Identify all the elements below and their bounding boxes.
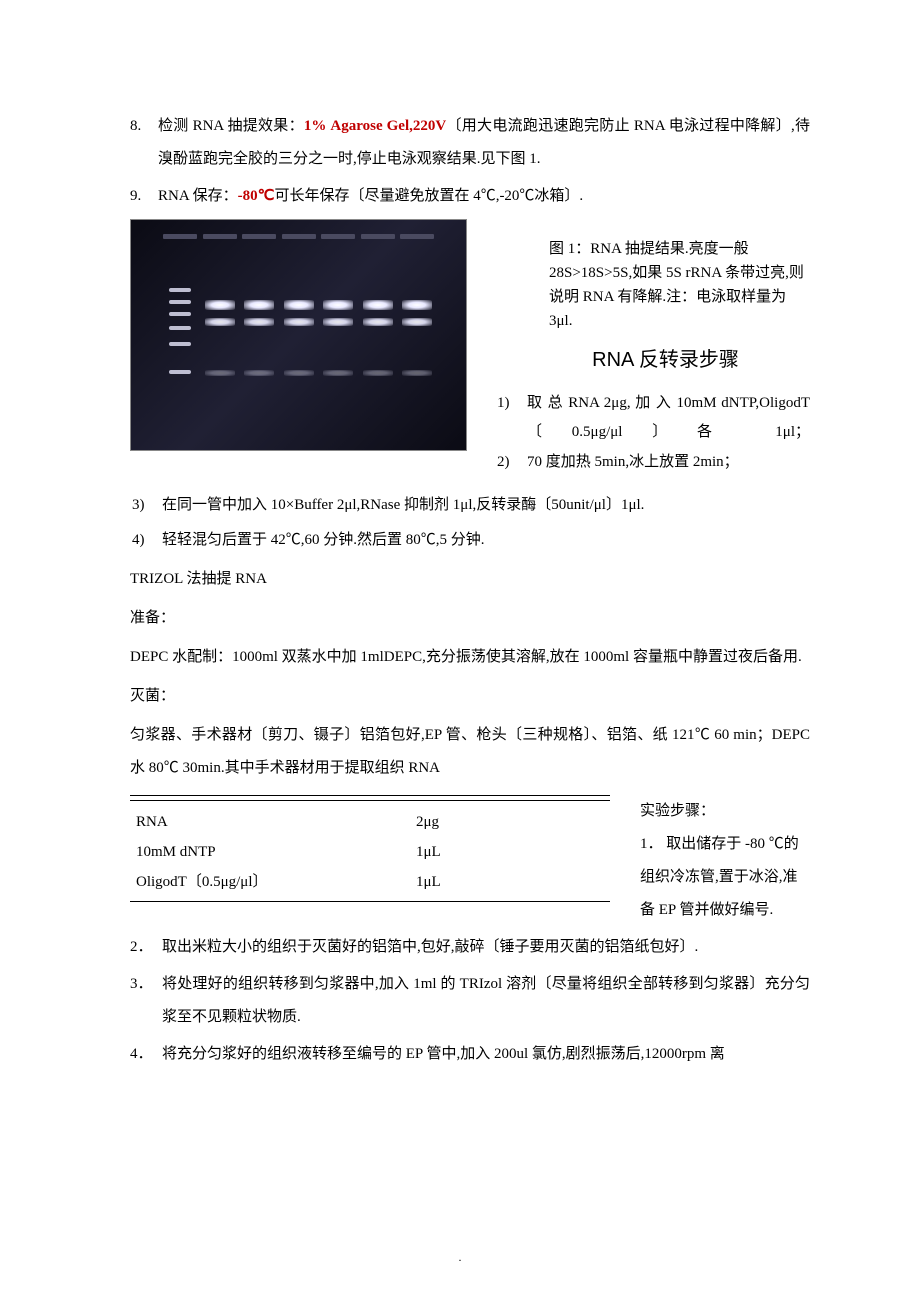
trizol-title: TRIZOL 法抽提 RNA	[130, 563, 810, 596]
item-body: RNA 保存：-80℃可长年保存〔尽量避免放置在 4℃,-20℃冰箱〕.	[158, 180, 810, 213]
list-item-9: 9. RNA 保存：-80℃可长年保存〔尽量避免放置在 4℃,-20℃冰箱〕.	[130, 180, 810, 213]
step-number: 1)	[497, 389, 527, 446]
gel-wells	[163, 234, 434, 239]
highlight-text: -80℃	[238, 188, 275, 204]
gel-figure	[130, 219, 467, 451]
cell: 1μL	[416, 867, 610, 897]
cell: RNA	[130, 807, 416, 837]
step-text: 将处理好的组织转移到匀浆器中,加入 1ml 的 TRIzol 溶剂〔尽量将组织全…	[162, 968, 810, 1034]
gel-lanes	[163, 270, 434, 400]
step-number: 4．	[130, 1038, 162, 1071]
step-number: 4)	[132, 524, 162, 557]
cell: OligodT〔0.5μg/μl〕	[130, 867, 416, 897]
list-item-8: 8. 检测 RNA 抽提效果：1% Agarose Gel,220V〔用大电流跑…	[130, 110, 810, 176]
rt-step: 1) 取 总 RNA 2μg, 加 入 10mM dNTP,OligodT〔0.…	[497, 389, 810, 446]
step-text: 70 度加热 5min,冰上放置 2min；	[527, 448, 810, 477]
item-body: 检测 RNA 抽提效果：1% Agarose Gel,220V〔用大电流跑迅速跑…	[158, 110, 810, 176]
highlight-text: 1% Agarose Gel,220V	[304, 118, 446, 134]
table-row: RNA 2μg	[130, 807, 610, 837]
cell: 1μL	[416, 837, 610, 867]
step-text: 将充分匀浆好的组织液转移至编号的 EP 管中,加入 200ul 氯仿,剧烈振荡后…	[162, 1038, 810, 1071]
table-row: 10mM dNTP 1μL	[130, 837, 610, 867]
section-title-rt: RNA 反转录步骤	[521, 341, 810, 379]
document-page: 8. 检测 RNA 抽提效果：1% Agarose Gel,220V〔用大电流跑…	[0, 0, 920, 1302]
table-row: OligodT〔0.5μg/μl〕 1μL	[130, 867, 610, 897]
step-number: 3．	[130, 968, 162, 1034]
caption-line: 图 1：RNA 抽提结果.亮度一般	[549, 241, 749, 257]
step-number: 3)	[132, 489, 162, 522]
exp-step: 3． 将处理好的组织转移到匀浆器中,加入 1ml 的 TRIzol 溶剂〔尽量将…	[130, 968, 810, 1034]
step-text: 取 总 RNA 2μg, 加 入 10mM dNTP,OligodT〔0.5μg…	[527, 389, 810, 446]
rt-step: 2) 70 度加热 5min,冰上放置 2min；	[497, 448, 810, 477]
ladder-lane	[163, 270, 197, 400]
step-text: 取出储存于 -80 ℃的组织冷冻管,置于冰浴,准备 EP 管并做好编号.	[640, 836, 799, 918]
table-wrap-block: RNA 2μg 10mM dNTP 1μL OligodT〔0.5μg/μl〕 …	[130, 795, 810, 931]
text: 可长年保存〔尽量避免放置在 4℃,-20℃冰箱〕.	[274, 188, 583, 204]
caption-line: 28S>18S>5S,如果 5S rRNA 条带过亮,则说明 RNA 有降解.注…	[549, 265, 804, 329]
figure-side-text: 图 1：RNA 抽提结果.亮度一般 28S>18S>5S,如果 5S rRNA …	[497, 219, 810, 479]
sterilize-label: 灭菌：	[130, 680, 810, 713]
rt-step: 3) 在同一管中加入 10×Buffer 2μl,RNase 抑制剂 1μl,反…	[130, 489, 810, 522]
step-text: 轻轻混匀后置于 42℃,60 分钟.然后置 80℃,5 分钟.	[162, 524, 810, 557]
mix-table: RNA 2μg 10mM dNTP 1μL OligodT〔0.5μg/μl〕 …	[130, 795, 610, 902]
rt-step: 4) 轻轻混匀后置于 42℃,60 分钟.然后置 80℃,5 分钟.	[130, 524, 810, 557]
figure-caption: 图 1：RNA 抽提结果.亮度一般 28S>18S>5S,如果 5S rRNA …	[549, 237, 810, 333]
sterilize-text: 匀浆器、手术器材〔剪刀、镊子〕铝箔包好,EP 管、枪头〔三种规格〕、铝箔、纸 1…	[130, 719, 810, 785]
exp-step: 4． 将充分匀浆好的组织液转移至编号的 EP 管中,加入 200ul 氯仿,剧烈…	[130, 1038, 810, 1071]
item-number: 9.	[130, 180, 158, 213]
item-number: 8.	[130, 110, 158, 176]
step-text: 取出米粒大小的组织于灭菌好的铝箔中,包好,敲碎〔锤子要用灭菌的铝箔纸包好〕.	[162, 931, 810, 964]
step-number: 1．	[640, 836, 663, 852]
cell: 10mM dNTP	[130, 837, 416, 867]
step-number: 2．	[130, 931, 162, 964]
page-footer: .	[0, 1244, 920, 1270]
experiment-label: 实验步骤：	[640, 803, 715, 819]
step-number: 2)	[497, 448, 527, 477]
cell: 2μg	[416, 807, 610, 837]
depc-text: DEPC 水配制：1000ml 双蒸水中加 1mlDEPC,充分振荡使其溶解,放…	[130, 641, 810, 674]
exp-step: 2． 取出米粒大小的组织于灭菌好的铝箔中,包好,敲碎〔锤子要用灭菌的铝箔纸包好〕…	[130, 931, 810, 964]
text: 检测 RNA 抽提效果：	[158, 118, 304, 134]
figure-row: 图 1：RNA 抽提结果.亮度一般 28S>18S>5S,如果 5S rRNA …	[130, 219, 810, 479]
prep-label: 准备：	[130, 602, 810, 635]
step-text: 在同一管中加入 10×Buffer 2μl,RNase 抑制剂 1μl,反转录酶…	[162, 489, 810, 522]
text: RNA 保存：	[158, 188, 238, 204]
